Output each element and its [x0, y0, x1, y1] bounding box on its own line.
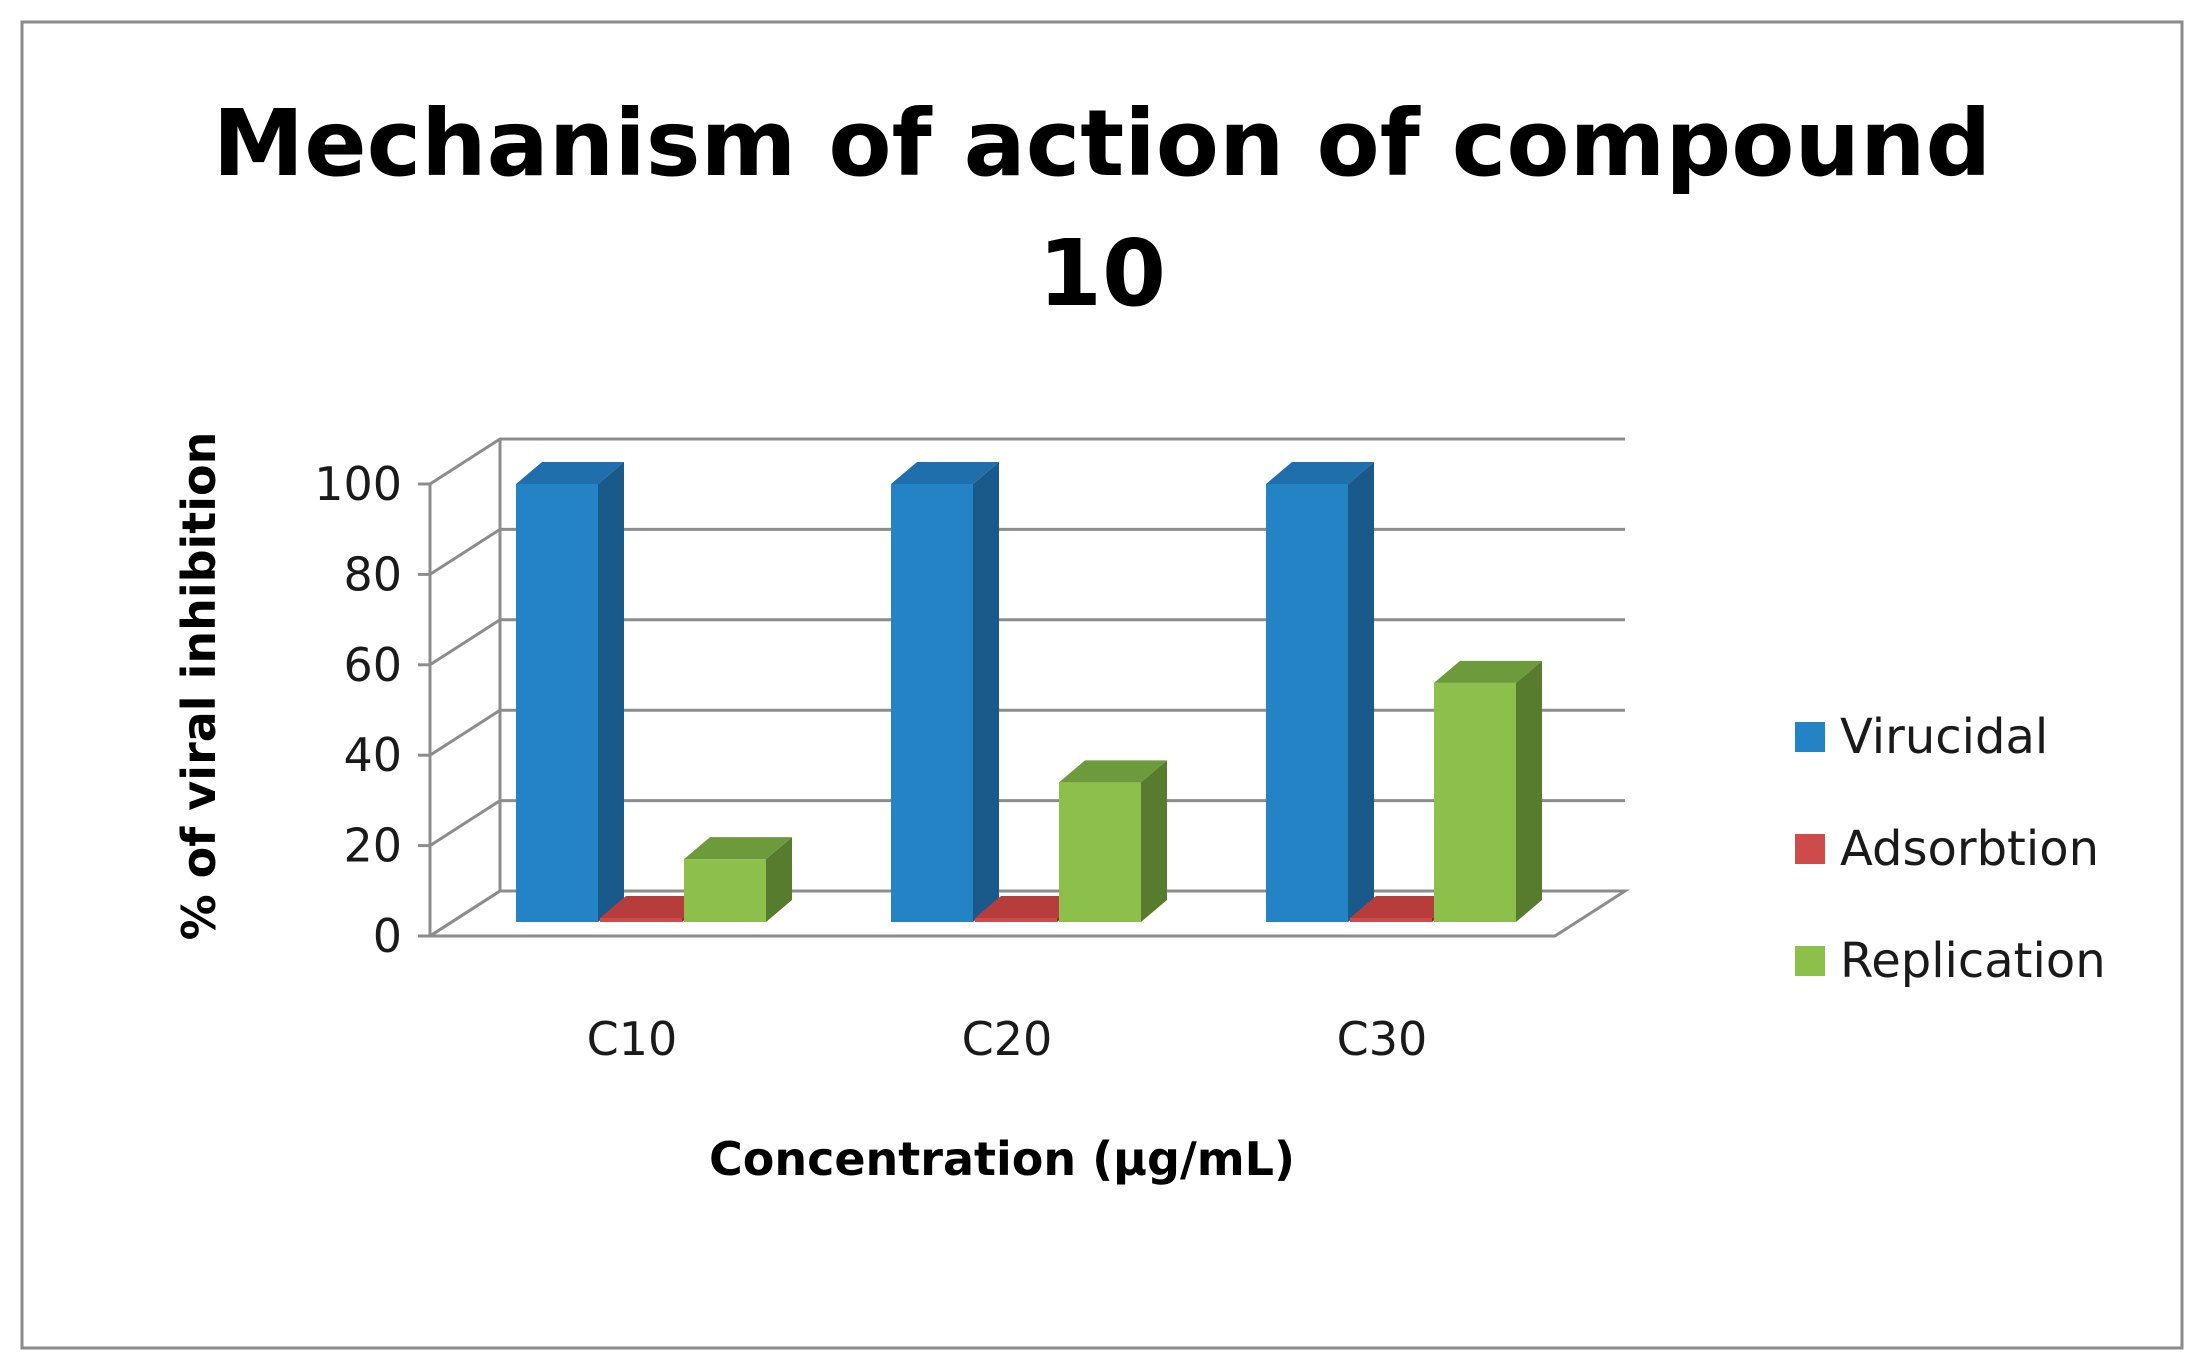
- bar-virucidal-c20: [891, 462, 999, 922]
- bar-top: [1350, 896, 1458, 918]
- y-tick-label: 60: [343, 638, 402, 692]
- y-axis-ticks: 0 20 40 60 80 100: [314, 457, 402, 963]
- chart-title-line2: 10: [1038, 220, 1166, 327]
- bar-front: [1350, 918, 1432, 922]
- legend-swatch: [1795, 946, 1825, 976]
- legend-label: Replication: [1840, 933, 2106, 989]
- bar-top: [684, 837, 792, 860]
- chart-legend: Virucidal Adsorbtion Replication: [1795, 709, 2106, 989]
- x-tick-label: C10: [587, 1012, 678, 1066]
- chart-bars: [516, 462, 1542, 922]
- chart-title-line1: Mechanism of action of compound: [213, 90, 1992, 197]
- bar-replication-c30: [1434, 660, 1542, 922]
- bar-side: [766, 837, 792, 922]
- bar-front: [975, 918, 1057, 922]
- gridline: [429, 799, 1625, 847]
- bar-front: [684, 859, 766, 922]
- legend-swatch: [1795, 834, 1825, 864]
- y-tick-label: 20: [343, 819, 402, 873]
- y-axis-title: % of viral inhibition: [172, 432, 226, 941]
- bar-top: [1266, 462, 1374, 484]
- bar-side: [973, 462, 999, 922]
- bar-front: [891, 484, 973, 922]
- y-tick-label: 40: [343, 728, 402, 782]
- gridline: [429, 618, 1625, 667]
- y-tick-label: 100: [314, 457, 402, 511]
- bar-replication-c20: [1059, 760, 1167, 922]
- bar-top: [891, 462, 999, 484]
- gridline: [429, 527, 1625, 576]
- y-tick-label: 0: [373, 909, 402, 963]
- bar-front: [600, 918, 682, 922]
- bar-replication-c10: [684, 837, 792, 922]
- bar-side: [1348, 462, 1374, 922]
- legend-item-virucidal: Virucidal: [1795, 709, 2048, 765]
- bar-top: [516, 462, 624, 484]
- x-tick-label: C20: [962, 1012, 1053, 1066]
- gridline: [429, 889, 1625, 938]
- x-tick-label: C30: [1337, 1012, 1428, 1066]
- bar-front: [1266, 484, 1348, 922]
- legend-item-replication: Replication: [1795, 933, 2106, 989]
- legend-label: Virucidal: [1840, 709, 2048, 765]
- chart-border: [20, 20, 2184, 1350]
- bar-front: [1434, 682, 1516, 922]
- legend-swatch: [1795, 722, 1825, 752]
- chart-gridlines: [418, 437, 1625, 938]
- bar-top: [975, 896, 1083, 918]
- bar-top: [1434, 660, 1542, 683]
- legend-label: Adsorbtion: [1840, 821, 2099, 877]
- bar-virucidal-c30: [1266, 462, 1374, 922]
- gridline: [429, 437, 1625, 486]
- bar-side: [1516, 660, 1542, 922]
- legend-item-adsorbtion: Adsorbtion: [1795, 821, 2099, 877]
- bar-side: [1141, 760, 1167, 922]
- x-axis-ticks: C10 C20 C30: [587, 1012, 1428, 1066]
- bar-front: [516, 484, 598, 922]
- x-axis-title: Concentration (μg/mL): [709, 1132, 1295, 1186]
- bar-front: [1059, 782, 1141, 922]
- bar-top: [600, 896, 708, 918]
- bar-virucidal-c10: [516, 462, 624, 922]
- y-tick-label: 80: [343, 547, 402, 601]
- bar-side: [598, 462, 624, 922]
- gridline: [429, 708, 1625, 757]
- bar-top: [1059, 760, 1167, 783]
